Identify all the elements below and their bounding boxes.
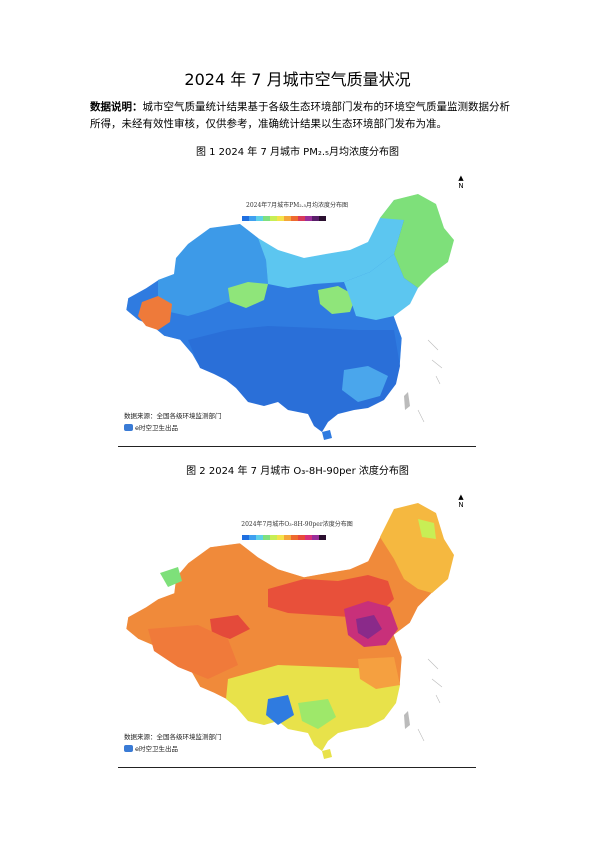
legend-swatch	[305, 216, 312, 221]
tibet-orange-region	[148, 625, 238, 679]
figure-1-caption: 图 1 2024 年 7 月城市 PM₂.₅月均浓度分布图	[195, 147, 400, 158]
o3-publisher: e时空卫生出品	[124, 743, 178, 753]
page-title: 2024 年 7 月城市空气质量状况	[184, 70, 411, 89]
figure-2-caption: 图 2 2024 年 7 月城市 O₃-8H-90per 浓度分布图	[186, 466, 409, 477]
west-green-region	[160, 567, 182, 587]
o3-map: 2024年7月城市O₃-8H-90per浓度分布图 ▲ N 数据来源：全国各级环境…	[118, 489, 476, 768]
west-red-region	[210, 615, 250, 639]
inner-mongolia-region	[258, 200, 404, 288]
pm25-publisher: e时空卫生出品	[124, 422, 178, 432]
publisher-logo-icon	[124, 744, 133, 752]
o3-source: 数据来源：全国各级环境监测部门	[124, 733, 222, 741]
northeast-green-patch	[418, 519, 436, 539]
o3-legend	[242, 535, 326, 540]
legend-swatch	[312, 535, 319, 540]
legend-swatch	[256, 535, 263, 540]
hotspot-core-region	[356, 615, 382, 639]
o3-publisher-text: e时空卫生出品	[135, 745, 178, 753]
east-lightblue-region	[344, 254, 418, 320]
o3-map-graphic	[125, 502, 455, 759]
northeast-yellow-region	[380, 503, 454, 593]
legend-swatch	[312, 216, 319, 221]
data-note-label: 数据说明：	[90, 101, 143, 113]
data-note-text: 城市空气质量统计结果基于各级生态环境部门发布的环境空气质量监测数据分析所得，未经…	[90, 101, 510, 130]
legend-swatch	[270, 535, 277, 540]
east-orange-region	[358, 657, 400, 689]
central-green-region	[318, 286, 356, 314]
pm25-map-graphic	[125, 193, 455, 440]
south-china-sea-islands	[417, 658, 443, 742]
legend-swatch	[319, 535, 326, 540]
taiwan-region	[404, 392, 410, 410]
legend-swatch	[291, 535, 298, 540]
hainan-region	[322, 430, 332, 440]
north-green-region	[228, 282, 268, 308]
o3-map-title: 2024年7月城市O₃-8H-90per浓度分布图	[241, 521, 353, 528]
hainan-region	[322, 749, 332, 759]
north-label: N	[458, 501, 464, 509]
pm25-map-title: 2024年7月城市PM₂.₅月均浓度分布图	[246, 202, 348, 209]
pm25-legend	[242, 216, 326, 221]
legend-swatch	[284, 535, 291, 540]
legend-swatch	[242, 216, 249, 221]
northeast-green-region	[380, 194, 454, 288]
legend-swatch	[263, 216, 270, 221]
legend-swatch	[298, 535, 305, 540]
southwest-blue-region	[266, 695, 294, 725]
pm25-source: 数据来源：全国各级环境监测部门	[124, 412, 222, 420]
south-region	[188, 326, 400, 432]
south-china-sea-islands	[417, 339, 443, 423]
data-note: 数据说明：城市空气质量统计结果基于各级生态环境部门发布的环境空气质量监测数据分析…	[90, 99, 520, 133]
legend-swatch	[270, 216, 277, 221]
taiwan-region	[404, 711, 410, 729]
north-arrow-icon: ▲ N	[458, 174, 464, 190]
legend-swatch	[256, 216, 263, 221]
legend-swatch	[263, 535, 270, 540]
southeast-lightblue-region	[342, 366, 388, 402]
legend-swatch	[305, 535, 312, 540]
legend-swatch	[249, 535, 256, 540]
legend-swatch	[319, 216, 326, 221]
legend-swatch	[277, 216, 284, 221]
north-arrow-icon: ▲ N	[458, 493, 464, 509]
north-label: N	[458, 182, 464, 190]
legend-swatch	[291, 216, 298, 221]
legend-swatch	[249, 216, 256, 221]
pm25-map: 2024年7月城市PM₂.₅月均浓度分布图 ▲ N 数据来源：全国各级环境监测部门…	[118, 170, 476, 447]
south-green-region	[298, 699, 336, 729]
legend-swatch	[298, 216, 305, 221]
tibet-west-orange-region	[138, 296, 172, 330]
publisher-logo-icon	[124, 423, 133, 431]
legend-swatch	[277, 535, 284, 540]
legend-swatch	[284, 216, 291, 221]
legend-swatch	[242, 535, 249, 540]
pm25-publisher-text: e时空卫生出品	[135, 424, 178, 432]
